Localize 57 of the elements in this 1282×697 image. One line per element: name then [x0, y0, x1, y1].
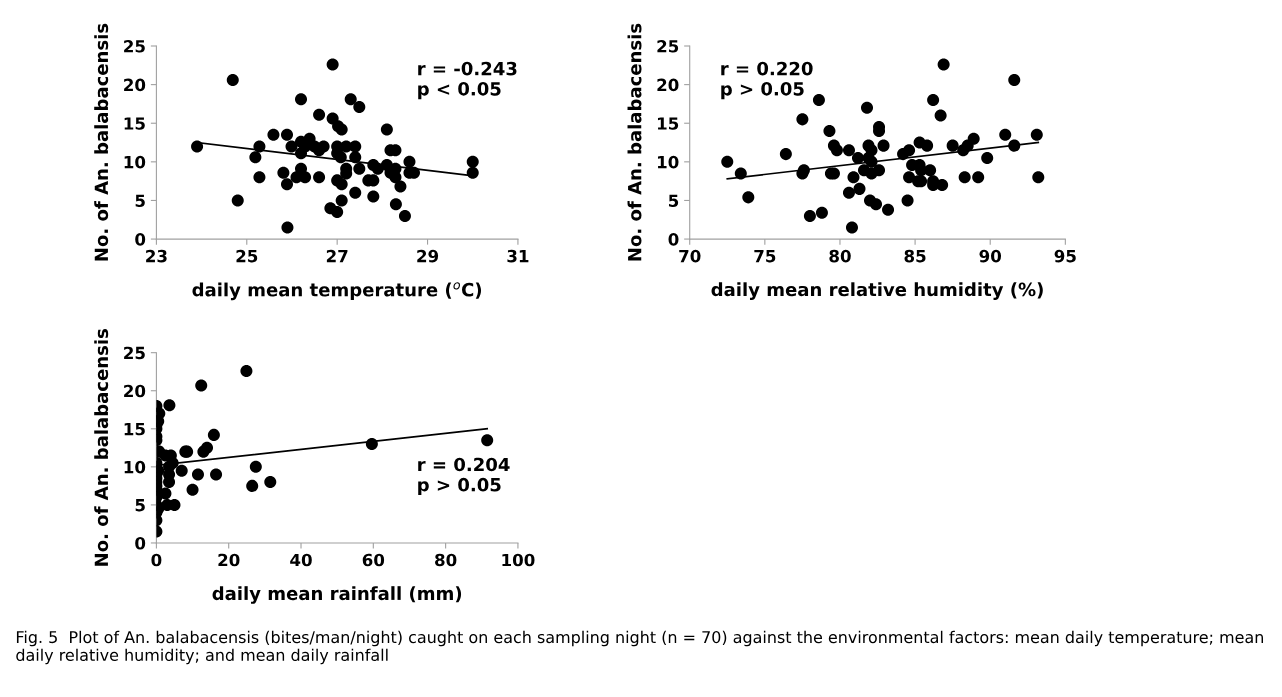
x-tick-label: 95	[1054, 249, 1076, 263]
point	[195, 379, 208, 392]
annotation: r = -0.243 p < 0.05	[418, 61, 517, 100]
annotation: r = 0.204 p > 0.05	[418, 457, 510, 496]
point	[264, 476, 277, 489]
x-tick-label: 40	[290, 553, 312, 567]
y-tick-label: 25	[124, 346, 145, 360]
point	[186, 483, 199, 496]
x-tick-label: 70	[679, 249, 701, 263]
y-tick-label: 0	[135, 233, 146, 246]
x-tick-label: 27	[326, 249, 348, 263]
x-tick-label: 75	[754, 250, 776, 263]
y-tick-label: 10	[124, 155, 146, 169]
annotation: r = 0.220 p > 0.05	[721, 61, 813, 100]
point	[175, 464, 188, 477]
point	[246, 479, 259, 492]
y-tick-label: 15	[124, 422, 145, 436]
x-axis-title: daily mean relative humidity (%)	[711, 282, 1043, 300]
y-tick-label: 25	[124, 39, 145, 53]
caption: Fig. 5 Plot of An. balabacensis (bites/man/night) caught on each sampling night (n = 70) against the environmental factors: mean daily temperature; mean daily relative humidity; and mean daily rainfall	[16, 630, 1263, 665]
x-axis-title: daily mean temperature ($^{o}$C)	[192, 282, 482, 301]
y-axis-title: No. of An. balabacensis	[94, 329, 109, 566]
y-tick-label: 15	[124, 117, 145, 130]
y-tick-label: 10	[124, 460, 146, 474]
y-axis-title: No. of An. balabacensis	[627, 23, 642, 261]
x-tick-label: 29	[417, 249, 439, 263]
y-axis-title: No. of An. balabacensis	[94, 23, 109, 261]
point	[207, 428, 220, 441]
y-tick-label: 20	[124, 78, 146, 92]
x-tick-label: 85	[904, 249, 926, 263]
x-tick-label: 80	[829, 249, 851, 263]
x-axis-title: daily mean rainfall (mm)	[212, 586, 462, 604]
point	[249, 460, 262, 473]
x-tick-label: 20	[218, 553, 240, 567]
point	[201, 441, 214, 454]
x-tick-label: 25	[236, 249, 258, 263]
y-tick-label: 25	[657, 39, 679, 53]
y-tick-label: 0	[135, 536, 146, 550]
x-tick-label: 23	[146, 249, 167, 263]
y-tick-label: 5	[135, 194, 145, 208]
y-tick-label: 15	[657, 117, 679, 130]
point	[191, 468, 204, 481]
x-tick-label: 80	[435, 553, 457, 567]
x-tick-label: 100	[502, 553, 535, 567]
y-tick-label: 5	[135, 499, 145, 512]
y-tick-label: 20	[124, 384, 146, 398]
x-tick-label: 0	[151, 553, 162, 567]
x-tick-label: 90	[979, 249, 1002, 263]
y-tick-label: 0	[668, 233, 679, 246]
x-tick-label: 60	[362, 553, 385, 567]
point	[210, 468, 223, 481]
point	[240, 364, 253, 377]
y-tick-label: 5	[668, 194, 679, 208]
y-tick-label: 20	[657, 78, 679, 92]
x-tick-label: 31	[507, 249, 529, 263]
y-tick-label: 10	[657, 155, 679, 169]
point	[163, 399, 176, 412]
